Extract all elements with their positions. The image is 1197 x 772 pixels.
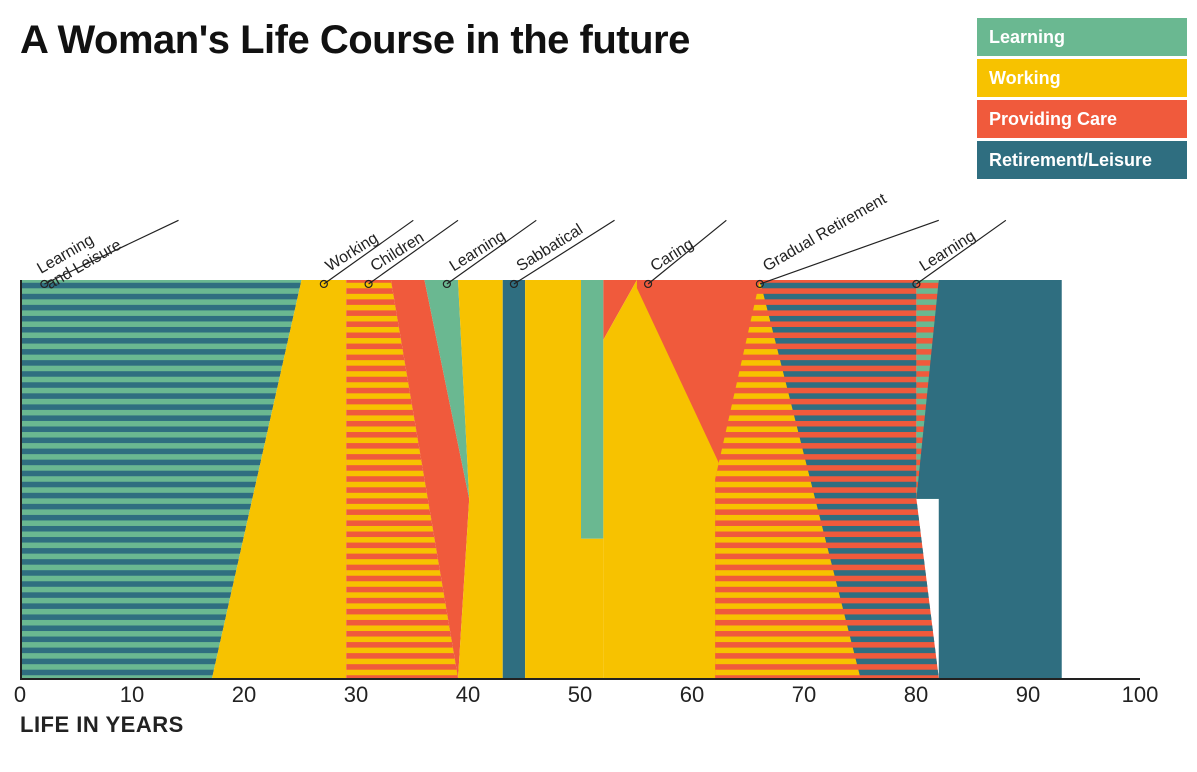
legend-item-retirement-leisure: Retirement/Leisure <box>977 141 1187 179</box>
xtick-80: 80 <box>904 682 928 708</box>
callout-labels: Learning and LeisureWorkingChildrenLearn… <box>20 180 1140 280</box>
legend-item-providing-care: Providing Care <box>977 100 1187 138</box>
x-axis-label: LIFE IN YEARS <box>20 712 184 738</box>
chart-title: A Woman's Life Course in the future <box>20 18 690 63</box>
legend: LearningWorkingProviding CareRetirement/… <box>977 18 1187 182</box>
xtick-10: 10 <box>120 682 144 708</box>
xtick-30: 30 <box>344 682 368 708</box>
chart-area <box>20 280 1140 680</box>
xtick-50: 50 <box>568 682 592 708</box>
callout-learning: Learning <box>917 228 979 276</box>
callout-caring: Caring <box>648 236 697 276</box>
legend-item-working: Working <box>977 59 1187 97</box>
xtick-60: 60 <box>680 682 704 708</box>
x-axis: LIFE IN YEARS 0102030405060708090100 <box>20 682 1140 742</box>
callout-lines <box>22 280 1140 678</box>
xtick-90: 90 <box>1016 682 1040 708</box>
callout-working: Working <box>323 230 382 276</box>
callout-gradual-retirement: Gradual Retirement <box>760 191 890 276</box>
legend-item-learning: Learning <box>977 18 1187 56</box>
callout-children: Children <box>368 229 428 276</box>
xtick-40: 40 <box>456 682 480 708</box>
life-course-chart <box>20 280 1140 680</box>
xtick-20: 20 <box>232 682 256 708</box>
xtick-0: 0 <box>14 682 26 708</box>
xtick-70: 70 <box>792 682 816 708</box>
xtick-100: 100 <box>1122 682 1159 708</box>
callout-learning: Learning <box>446 228 508 276</box>
